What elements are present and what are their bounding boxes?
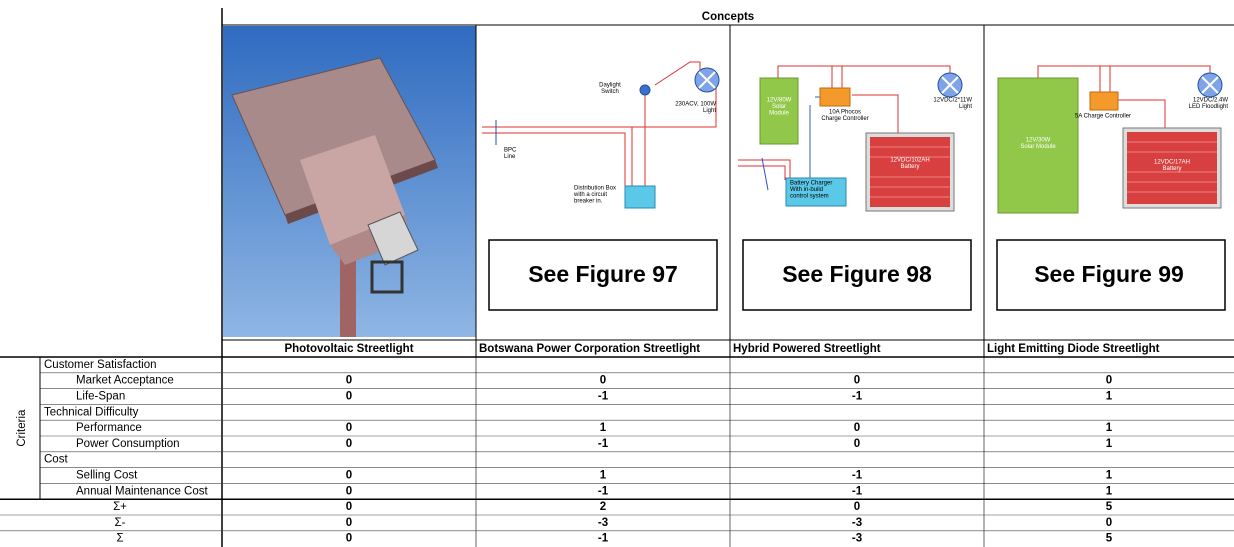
diagram-label: 12VDC/17AH	[1154, 160, 1190, 166]
score: -1	[852, 470, 863, 482]
summary-score: 0	[346, 517, 352, 529]
diagram-label: Daylight	[599, 83, 621, 89]
streetlight-photo	[223, 26, 476, 337]
diagram-label: Battery	[900, 164, 919, 170]
diagram-label: 12V/30W	[1026, 138, 1051, 144]
score: 0	[346, 422, 352, 434]
diagram	[738, 65, 963, 212]
score: 0	[346, 391, 352, 403]
score: 0	[346, 438, 352, 450]
score: 0	[346, 375, 352, 387]
summary-score: -3	[852, 517, 862, 529]
diagram-label: 5A Charge Controller	[1075, 114, 1131, 120]
score: -1	[852, 391, 863, 403]
criterion-group: Customer Satisfaction	[44, 359, 157, 371]
diagram-label: Battery	[1162, 166, 1181, 172]
summary-score: -3	[852, 533, 862, 545]
diagram-label: control system	[790, 194, 829, 200]
criterion-label: Performance	[76, 422, 142, 434]
score: 1	[1106, 470, 1113, 482]
summary-score: 0	[854, 501, 860, 513]
diagram-label: Light	[959, 104, 972, 110]
score: 1	[600, 422, 607, 434]
caption-box	[996, 239, 1226, 311]
summary-score: 0	[346, 533, 352, 545]
concept-name: Light Emitting Diode Streetlight	[987, 343, 1160, 355]
diagram-label: Charge Controller	[821, 116, 868, 122]
criterion-group: Technical Difficulty	[44, 406, 139, 418]
concept-name: Photovoltaic Streetlight	[284, 343, 413, 355]
summary-score: -1	[598, 533, 609, 545]
criterion-label: Power Consumption	[76, 438, 180, 450]
score: 1	[600, 470, 607, 482]
summary-score: 2	[600, 501, 606, 513]
diagram-label: Module	[769, 111, 789, 117]
summary-label: Σ	[116, 533, 123, 545]
score: 0	[854, 375, 860, 387]
caption-box	[488, 239, 718, 311]
criterion-label: Annual Maintenance Cost	[76, 485, 208, 497]
concept-name: Hybrid Powered Streetlight	[733, 343, 881, 355]
summary-score: 0	[1106, 517, 1112, 529]
score: 0	[346, 485, 352, 497]
score: 0	[854, 438, 860, 450]
score: 1	[1106, 438, 1113, 450]
figure-caption: See Figure 99	[1034, 261, 1184, 287]
criterion-label: Life-Span	[76, 391, 125, 403]
diagram-label: 10A Phocos	[829, 110, 861, 116]
summary-score: -3	[598, 517, 608, 529]
diagram-label: Battery Charger	[790, 181, 832, 187]
diagram-label: 12VDC/2*11W	[933, 98, 972, 104]
score: -1	[598, 438, 609, 450]
diagram-label: Light	[703, 108, 716, 114]
diagram-label: 12V/80W	[767, 98, 792, 104]
diagram-label: with a circuit	[573, 192, 607, 198]
summary-score: 5	[1106, 533, 1113, 545]
diagram-label: With in-build	[790, 187, 823, 193]
diagram-label: 12VDC/2.4W	[1193, 98, 1228, 104]
summary-label: Σ+	[113, 501, 127, 513]
criterion-label: Market Acceptance	[76, 375, 174, 387]
score: -1	[598, 391, 609, 403]
score: -1	[852, 485, 863, 497]
score: 0	[1106, 375, 1112, 387]
summary-score: 5	[1106, 501, 1113, 513]
diagram	[997, 65, 1223, 214]
axis-label: Criteria	[16, 409, 28, 447]
score: 1	[1106, 391, 1113, 403]
diagram-label: Distribution Box	[574, 186, 616, 192]
diagram-label: breaker in.	[574, 199, 603, 205]
diagram-label: 12VDC/102AH	[890, 158, 929, 164]
caption-box	[742, 239, 972, 311]
diagram-label: Line	[504, 154, 516, 160]
score: 1	[1106, 422, 1113, 434]
criterion-group: Cost	[44, 454, 68, 466]
diagram-label: BPC	[504, 148, 517, 154]
figure-caption: See Figure 98	[782, 261, 932, 287]
diagram-label: Solar	[772, 104, 786, 110]
score: 1	[1106, 485, 1113, 497]
concept-name: Botswana Power Corporation Streetlight	[479, 343, 700, 355]
summary-label: Σ-	[115, 517, 126, 529]
score: 0	[346, 470, 352, 482]
diagram-label: 230ACV, 100W	[675, 102, 716, 108]
diagram-label: Switch	[601, 89, 619, 95]
score: 0	[600, 375, 606, 387]
diagram	[482, 61, 720, 209]
figure-caption: See Figure 97	[528, 261, 678, 287]
header: Concepts	[702, 11, 754, 23]
diagram-label: LED Floodlight	[1189, 104, 1229, 110]
score: -1	[598, 485, 609, 497]
diagram-label: Solar Module	[1020, 144, 1056, 150]
summary-score: 0	[346, 501, 352, 513]
criterion-label: Selling Cost	[76, 470, 138, 482]
score: 0	[854, 422, 860, 434]
